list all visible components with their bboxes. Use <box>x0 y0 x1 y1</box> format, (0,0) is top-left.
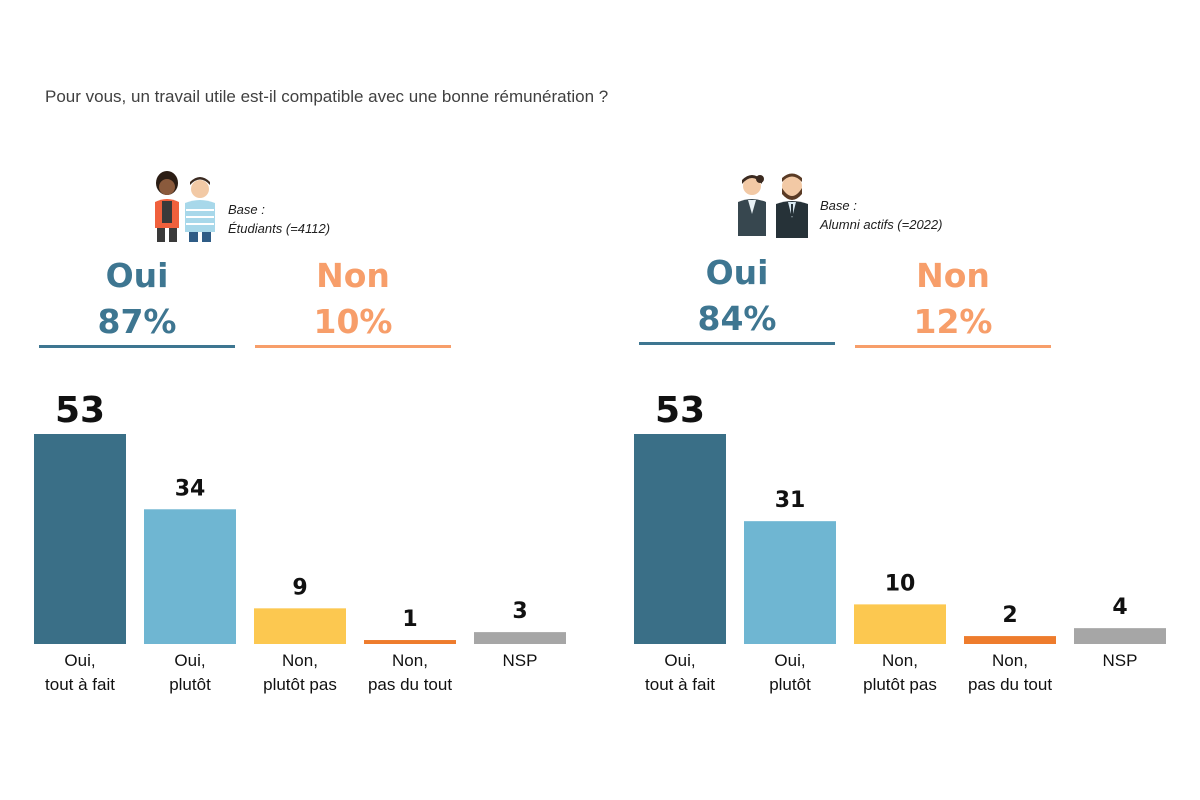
bar-non-plutot-pas <box>854 604 946 644</box>
value-label-non-pas-du-tout: 2 <box>1002 603 1017 628</box>
category-label-non-pas-du-tout: Non, pas du tout <box>368 651 452 694</box>
summary-non-underline <box>255 345 451 348</box>
category-label-non-pas-du-tout: Non, pas du tout <box>968 651 1052 694</box>
bar-oui-tout-a-fait <box>634 434 726 644</box>
bar-non-plutot-pas <box>254 608 346 644</box>
value-label-nsp: 4 <box>1112 595 1127 620</box>
category-label-nsp: NSP <box>1103 651 1138 670</box>
value-label-oui-tout-a-fait: 53 <box>55 390 105 431</box>
base-label: Base : <box>228 202 265 217</box>
category-label-oui-plutot: Oui, plutôt <box>169 651 211 694</box>
category-label-oui-tout-a-fait: Oui, tout à fait <box>645 651 715 694</box>
bar-non-pas-du-tout <box>364 640 456 644</box>
bar-non-pas-du-tout <box>964 636 1056 644</box>
summary-oui: Oui 87% <box>39 253 235 348</box>
summary-oui-percent: 87% <box>97 302 177 341</box>
summary-non-label: Non <box>916 256 990 295</box>
base-info: Base : Alumni actifs (=2022) <box>820 196 942 234</box>
bar-chart-etudiants: 53 Oui, tout à fait 34 Oui, plutôt 9 Non, plutôt… <box>34 390 566 694</box>
value-label-non-plutot-pas: 9 <box>292 575 307 600</box>
category-label-non-plutot-pas: Non, plutôt pas <box>863 651 937 694</box>
bar-nsp <box>474 632 566 644</box>
summary-oui-label: Oui <box>705 253 769 292</box>
students-icon <box>155 171 215 242</box>
question-title: Pour vous, un travail utile est-il compa… <box>45 87 609 106</box>
value-label-non-pas-du-tout: 1 <box>402 607 417 632</box>
bar-chart-alumni: 53 Oui, tout à fait 31 Oui, plutôt 10 Non, plutô… <box>634 390 1166 694</box>
summary-non-percent: 12% <box>913 302 993 341</box>
value-label-oui-tout-a-fait: 53 <box>655 390 705 431</box>
panel-alumni: Base : Alumni actifs (=2022) Oui 84% Non… <box>600 0 1200 800</box>
base-description: Alumni actifs (=2022) <box>820 217 943 232</box>
bar-oui-plutot <box>144 509 236 644</box>
summary-non-percent: 10% <box>313 302 393 341</box>
summary-non-underline <box>855 345 1051 348</box>
alumni-icon <box>738 173 808 238</box>
base-label: Base : <box>820 198 857 213</box>
category-label-non-plutot-pas: Non, plutôt pas <box>263 651 337 694</box>
summary-oui: Oui 84% <box>639 250 835 345</box>
summary-oui-percent: 84% <box>697 299 777 338</box>
bar-nsp <box>1074 628 1166 644</box>
bar-oui-plutot <box>744 521 836 644</box>
value-label-nsp: 3 <box>512 599 527 624</box>
value-label-non-plutot-pas: 10 <box>885 571 916 596</box>
category-label-nsp: NSP <box>503 651 538 670</box>
base-description: Étudiants (=4112) <box>228 221 331 236</box>
summary-oui-label: Oui <box>105 256 169 295</box>
summary-non-label: Non <box>316 256 390 295</box>
category-label-oui-plutot: Oui, plutôt <box>769 651 811 694</box>
summary-oui-underline <box>639 342 835 345</box>
value-label-oui-plutot: 31 <box>775 488 806 513</box>
category-label-oui-tout-a-fait: Oui, tout à fait <box>45 651 115 694</box>
value-label-oui-plutot: 34 <box>175 476 206 501</box>
summary-oui-underline <box>39 345 235 348</box>
summary-non: Non 12% <box>855 253 1051 348</box>
summary-non: Non 10% <box>255 253 451 348</box>
bar-oui-tout-a-fait <box>34 434 126 644</box>
panel-etudiants: Base : Étudiants (=4112) Oui 87% Non 10%… <box>34 171 566 694</box>
base-info: Base : Étudiants (=4112) <box>228 200 330 238</box>
